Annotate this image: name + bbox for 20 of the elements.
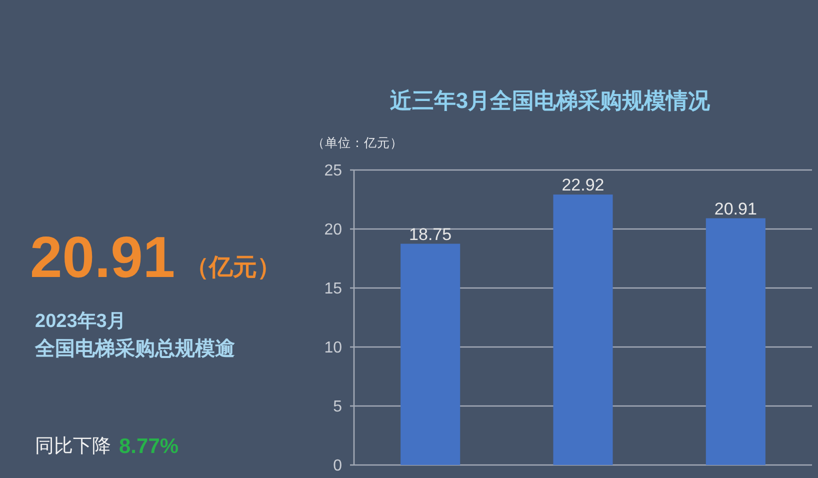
y-tick-label: 5 [333, 398, 342, 416]
bar [706, 218, 766, 465]
y-tick-label: 10 [324, 340, 342, 356]
data-label: 18.75 [409, 224, 452, 244]
y-tick-label: 25 [324, 162, 342, 180]
data-label: 22.92 [562, 176, 604, 195]
text: 2023年3月 [35, 311, 126, 332]
text: 全国电梯采购总规模逾 [34, 337, 235, 360]
text: 8.77% [119, 435, 179, 458]
y-tick-label: 15 [324, 280, 342, 298]
chart-title: 近三年3月全国电梯采购规模情况 [388, 88, 712, 113]
y-tick-label: 20 [324, 222, 342, 238]
y-tick-label: 0 [333, 458, 342, 474]
y-axis-title: （单位：亿元） [312, 136, 403, 150]
data-label: 20.91 [714, 199, 757, 218]
text: （亿元） [185, 254, 282, 281]
text: 20.91 [30, 225, 176, 290]
bar [553, 194, 613, 465]
bar [400, 244, 460, 465]
text: 同比下降 [35, 436, 111, 457]
